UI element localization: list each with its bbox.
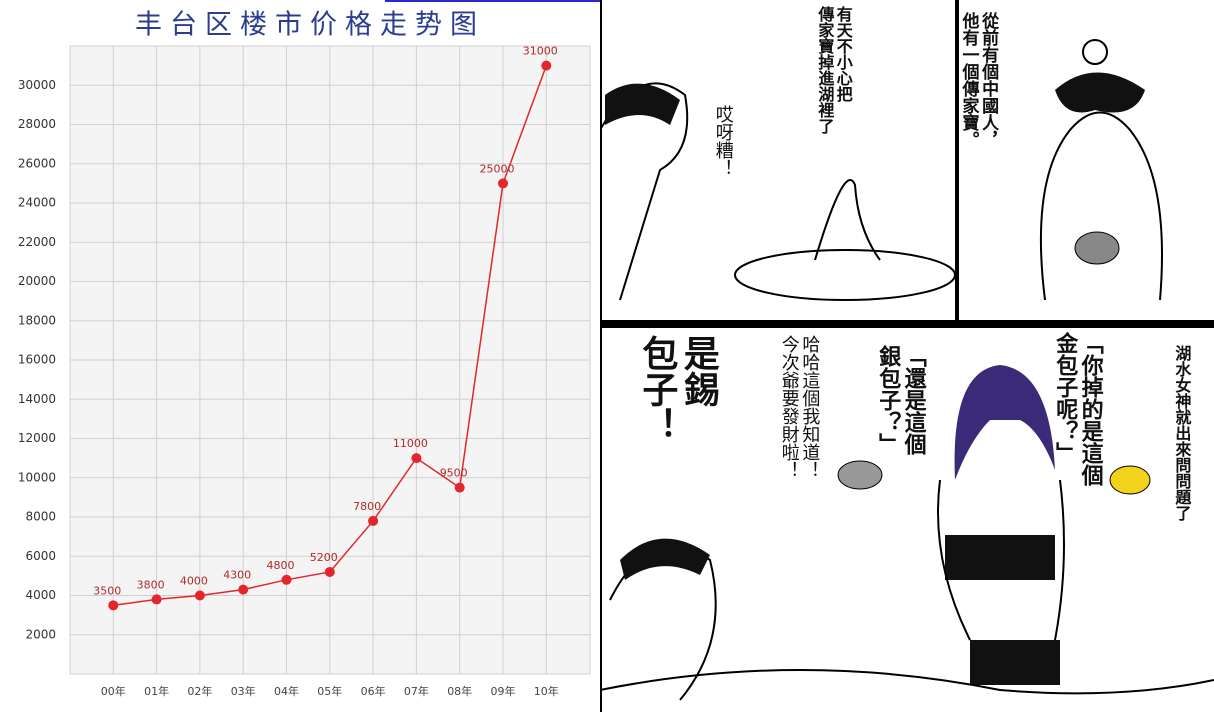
y-tick-label: 14000 <box>18 392 56 406</box>
silver-bun <box>837 460 883 490</box>
old-man-hair <box>620 538 710 580</box>
y-tick-label: 16000 <box>18 353 56 367</box>
y-tick-label: 22000 <box>18 235 56 249</box>
splash <box>814 179 881 261</box>
data-label: 31000 <box>523 45 558 58</box>
x-tick-label: 03年 <box>231 684 256 698</box>
speech-text: 湖水女神就出來問問題了 <box>1172 345 1192 521</box>
y-tick-label: 8000 <box>25 510 56 524</box>
goddess-top <box>945 535 1055 580</box>
x-tick-label: 02年 <box>187 684 212 698</box>
point <box>151 594 162 605</box>
point <box>238 584 249 595</box>
data-label: 4000 <box>180 575 208 588</box>
data-label: 3800 <box>137 578 165 591</box>
text-line: 哈哈這個我知道！ <box>799 335 821 479</box>
x-tick-label: 07年 <box>404 684 429 698</box>
hair <box>1055 72 1145 113</box>
text-line: 「你掉的是這個 <box>1077 332 1103 486</box>
data-label: 25000 <box>480 162 515 175</box>
water <box>600 669 1214 695</box>
speech-text: 哈哈這個我知道！ 今次爺要發財啦！ <box>778 335 821 479</box>
point <box>324 566 335 577</box>
x-tick-label: 08年 <box>447 684 472 698</box>
data-label: 4300 <box>223 569 251 582</box>
data-label: 9500 <box>440 467 468 480</box>
y-tick-label: 28000 <box>18 117 56 131</box>
data-label: 7800 <box>353 500 381 513</box>
x-tick-label: 01年 <box>144 684 169 698</box>
y-tick-label: 6000 <box>25 549 56 563</box>
point <box>411 453 422 464</box>
text-line: 哎呀糟！ <box>712 105 734 177</box>
data-label: 4800 <box>267 559 295 572</box>
speech-text: 從前有個中國人， 他有一個傳家寶。 <box>958 12 999 148</box>
speech-text: 「你掉的是這個 金包子呢？」 <box>1052 332 1103 486</box>
x-tick-label: 05年 <box>317 684 342 698</box>
text-line: 今次爺要發財啦！ <box>778 335 800 479</box>
x-tick-label: 00年 <box>101 684 126 698</box>
text-line: 「還是這個 <box>900 345 926 455</box>
point <box>108 600 119 611</box>
y-tick-label: 10000 <box>18 470 56 484</box>
y-tick-label: 26000 <box>18 156 56 170</box>
y-tick-label: 2000 <box>25 627 56 641</box>
point <box>498 178 508 189</box>
hair <box>605 83 680 125</box>
x-tick-label: 10年 <box>534 684 559 698</box>
speech-text: 有天不小心把 傳家寶掉進湖裡了 <box>815 6 852 134</box>
x-tick-label: 09年 <box>491 684 516 698</box>
x-tick-label: 06年 <box>361 684 386 698</box>
text-line: 湖水女神就出來問問題了 <box>1172 345 1192 521</box>
panel-border <box>600 320 1214 328</box>
point <box>368 515 379 526</box>
text-line: 有天不小心把 <box>833 6 853 102</box>
link-underline <box>385 0 600 2</box>
text-line: 金包子呢？」 <box>1052 332 1078 464</box>
text-line: 是錫 <box>677 335 719 407</box>
speech-text: 「還是這個 銀包子？」 <box>875 345 926 455</box>
point <box>454 482 465 493</box>
data-label: 3500 <box>93 584 121 597</box>
topknot <box>1082 39 1108 65</box>
y-tick-label: 30000 <box>18 78 56 92</box>
comic <box>600 0 1214 712</box>
data-label: 5200 <box>310 551 338 564</box>
goddess-hair <box>954 365 1055 480</box>
gold-bun <box>1109 465 1151 495</box>
comic-bg <box>600 0 1214 712</box>
data-label: 11000 <box>393 437 428 450</box>
y-tick-label: 24000 <box>18 196 56 210</box>
y-tick-label: 18000 <box>18 313 56 327</box>
y-tick-label: 4000 <box>25 588 56 602</box>
text-line: 包子！ <box>636 335 678 443</box>
figure <box>1039 111 1163 301</box>
y-tick-label: 20000 <box>18 274 56 288</box>
text-line: 銀包子？」 <box>875 345 901 455</box>
text-line: 從前有個中國人， <box>978 12 999 148</box>
chart-title: 丰台区楼市价格走势图 <box>135 10 485 41</box>
goddess-body <box>937 479 1065 641</box>
point <box>541 60 552 71</box>
speech-text: 哎呀糟！ <box>712 105 734 177</box>
y-tick-label: 12000 <box>18 431 56 445</box>
x-tick-label: 04年 <box>274 684 299 698</box>
goddess-bottom <box>970 640 1060 685</box>
bun <box>1074 231 1120 265</box>
splash <box>734 249 956 301</box>
chart: 丰台区楼市价格走势图 2000 4000 6000 8000 10000 12000 140… <box>18 0 600 698</box>
text-line: 傳家寶掉進湖裡了 <box>815 6 835 134</box>
point <box>194 590 205 601</box>
speech-text: 是錫 包子！ <box>636 335 719 443</box>
point <box>281 574 292 585</box>
text-line: 他有一個傳家寶。 <box>958 12 979 148</box>
